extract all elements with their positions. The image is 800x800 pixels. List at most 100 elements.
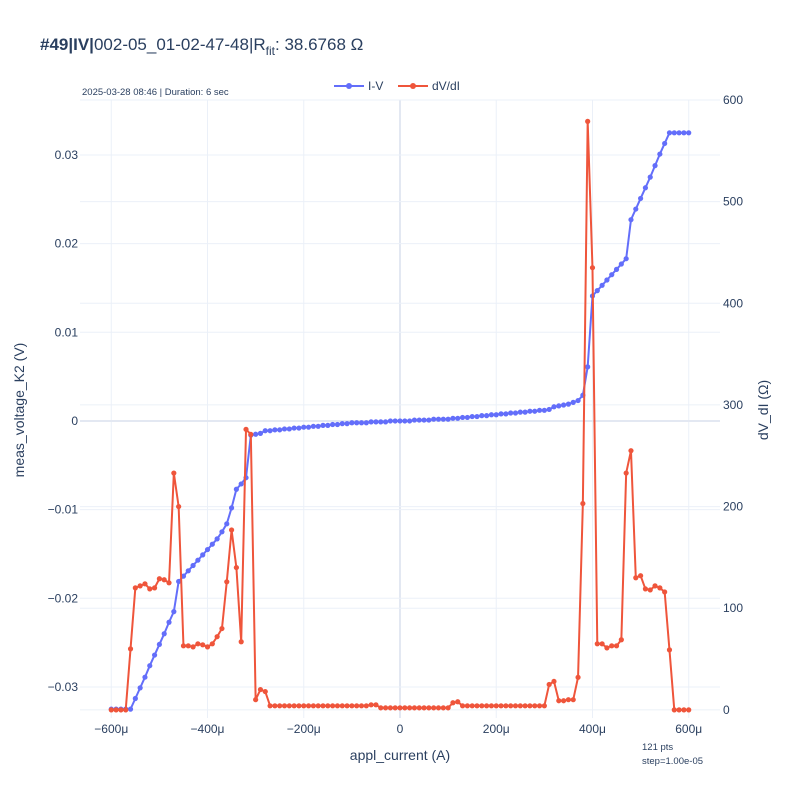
data-point <box>166 619 172 625</box>
series-layer <box>108 118 692 713</box>
data-point <box>315 703 321 709</box>
data-point <box>363 420 369 426</box>
data-point <box>522 703 528 709</box>
data-point <box>354 703 360 709</box>
data-point <box>363 703 369 709</box>
data-point <box>594 641 600 647</box>
data-point <box>151 652 158 658</box>
legend-marker-icon <box>410 83 416 89</box>
data-point <box>604 645 610 651</box>
legend-item-dvdi[interactable]: dV/dI <box>398 79 460 93</box>
data-point <box>281 703 288 709</box>
data-point <box>354 420 360 426</box>
data-point <box>257 686 264 693</box>
data-point <box>493 703 499 709</box>
series-dvdi <box>108 118 692 713</box>
data-point <box>556 698 562 704</box>
data-point <box>455 699 461 705</box>
data-point <box>407 418 413 424</box>
title-value: : 38.6768 Ω <box>275 35 363 54</box>
data-point <box>195 641 201 647</box>
data-point <box>609 643 615 649</box>
y-axis-title: meas_voltage_K2 (V) <box>11 343 27 478</box>
data-point <box>200 552 206 558</box>
data-point <box>137 583 143 589</box>
data-point <box>190 644 196 650</box>
data-point <box>551 404 557 410</box>
data-point <box>200 642 206 648</box>
data-point <box>224 521 230 527</box>
legend-label-iv: I-V <box>368 79 383 93</box>
data-point <box>541 703 547 709</box>
x-axis-title: appl_current (A) <box>350 747 450 763</box>
data-point <box>445 416 451 422</box>
data-point <box>628 448 634 454</box>
data-point <box>407 705 413 711</box>
data-point <box>344 703 350 709</box>
data-point <box>594 288 600 294</box>
data-point <box>435 705 442 711</box>
data-point <box>522 409 528 415</box>
data-point <box>185 568 191 574</box>
y2-tick-label: 0 <box>723 703 730 717</box>
data-point <box>551 678 557 685</box>
data-point <box>599 641 605 647</box>
y2-tick-label: 400 <box>723 296 743 310</box>
data-point <box>397 418 403 424</box>
data-point <box>132 695 138 702</box>
data-point <box>613 643 620 649</box>
data-point <box>334 421 341 428</box>
data-point <box>421 705 427 711</box>
data-point <box>479 413 485 419</box>
data-point <box>652 163 658 169</box>
data-point <box>171 470 177 476</box>
data-point <box>541 407 547 413</box>
y-tick-label: −0.02 <box>48 591 79 605</box>
data-point <box>397 705 403 711</box>
data-point <box>686 707 692 713</box>
data-point <box>609 272 615 278</box>
data-point <box>344 421 350 427</box>
data-point <box>238 639 244 645</box>
legend[interactable]: I-V dV/dI <box>334 79 460 93</box>
data-point <box>296 425 302 431</box>
data-point <box>517 703 523 709</box>
data-point <box>585 118 591 124</box>
data-point <box>325 422 331 428</box>
data-point <box>233 486 239 492</box>
data-point <box>474 703 480 709</box>
data-point <box>546 406 552 413</box>
data-point <box>642 185 649 191</box>
data-point <box>339 421 345 427</box>
data-point <box>127 706 134 712</box>
data-point <box>137 685 143 691</box>
data-point <box>253 697 259 703</box>
data-point <box>277 703 283 709</box>
data-point <box>228 527 235 533</box>
data-point <box>589 265 596 271</box>
data-point <box>127 646 134 652</box>
data-point <box>204 546 211 553</box>
legend-item-iv[interactable]: I-V <box>334 79 383 93</box>
data-point <box>565 697 572 703</box>
data-point <box>392 705 398 711</box>
data-point <box>310 703 316 709</box>
data-point <box>666 130 673 136</box>
data-point <box>214 634 220 640</box>
data-point <box>498 411 504 417</box>
data-point <box>387 418 393 424</box>
data-point <box>575 674 581 680</box>
data-point <box>546 681 552 688</box>
y-tick-label: −0.03 <box>48 680 79 694</box>
data-point <box>676 130 682 136</box>
data-point <box>681 707 687 713</box>
data-point <box>224 579 230 585</box>
data-point <box>301 703 307 709</box>
data-point <box>378 419 384 425</box>
data-point <box>147 663 153 669</box>
data-point <box>325 703 331 709</box>
data-point <box>503 703 509 709</box>
data-point <box>373 702 379 708</box>
data-point <box>536 703 543 709</box>
data-point <box>142 581 148 587</box>
